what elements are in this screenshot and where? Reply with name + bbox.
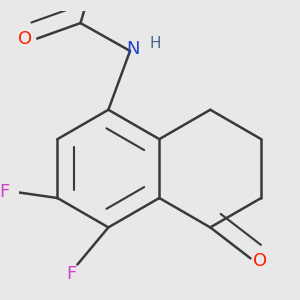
Text: F: F: [66, 265, 76, 283]
Text: H: H: [149, 36, 160, 51]
Text: N: N: [126, 40, 140, 58]
Text: O: O: [253, 253, 267, 271]
Text: O: O: [18, 29, 32, 47]
Text: F: F: [0, 183, 10, 201]
